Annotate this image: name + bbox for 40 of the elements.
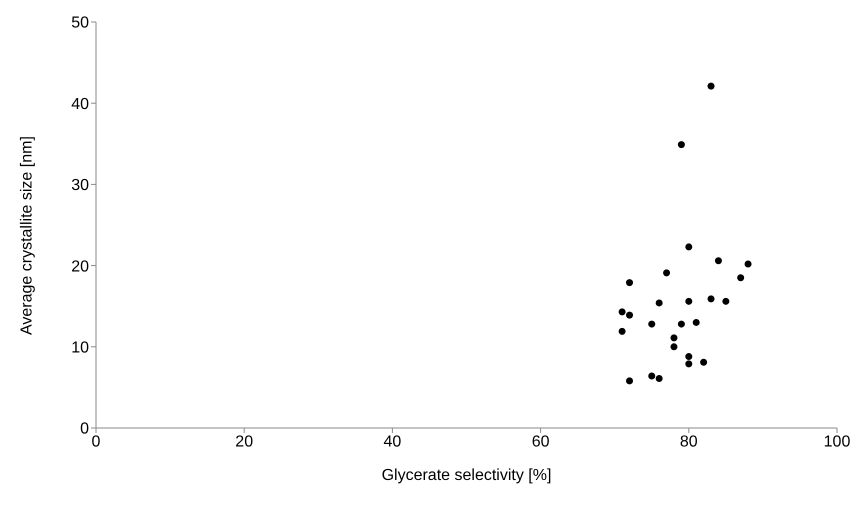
x-tick-label: 20: [235, 433, 254, 450]
x-tick-label: 80: [680, 433, 698, 450]
point: [714, 257, 722, 264]
point: [663, 269, 670, 276]
x-tick-label: 40: [384, 433, 402, 450]
x-tick-label: 100: [824, 433, 850, 450]
y-tick-label: 20: [71, 258, 90, 276]
y-axis-title: Average crystallite size [nm]: [18, 136, 36, 335]
x-tick-label: 0: [92, 433, 101, 450]
point: [626, 279, 634, 286]
point: [685, 353, 692, 360]
point: [648, 372, 656, 380]
point: [708, 82, 715, 90]
y-tick-label: 40: [71, 96, 90, 113]
x-axis-title: Glycerate selectivity [%]: [382, 467, 552, 484]
point: [656, 374, 663, 382]
point: [685, 243, 692, 250]
point: [722, 298, 730, 305]
point: [626, 377, 634, 384]
y-tick-label: 10: [71, 339, 90, 356]
point: [678, 320, 685, 328]
point: [618, 328, 626, 335]
point: [626, 312, 634, 319]
point: [737, 274, 744, 282]
point: [648, 320, 656, 328]
point: [692, 318, 700, 326]
y-tick-label: 50: [71, 14, 90, 32]
point: [685, 360, 692, 368]
point: [700, 358, 708, 366]
y-tick-label: 0: [80, 420, 90, 438]
point: [744, 260, 752, 268]
point: [670, 343, 678, 350]
y-tick-label: 30: [71, 177, 90, 194]
point: [708, 295, 715, 302]
point: [685, 298, 692, 305]
point: [656, 299, 663, 306]
point: [670, 334, 678, 342]
x-tick-label: 60: [532, 433, 550, 450]
point: [618, 308, 626, 316]
point: [678, 141, 685, 148]
